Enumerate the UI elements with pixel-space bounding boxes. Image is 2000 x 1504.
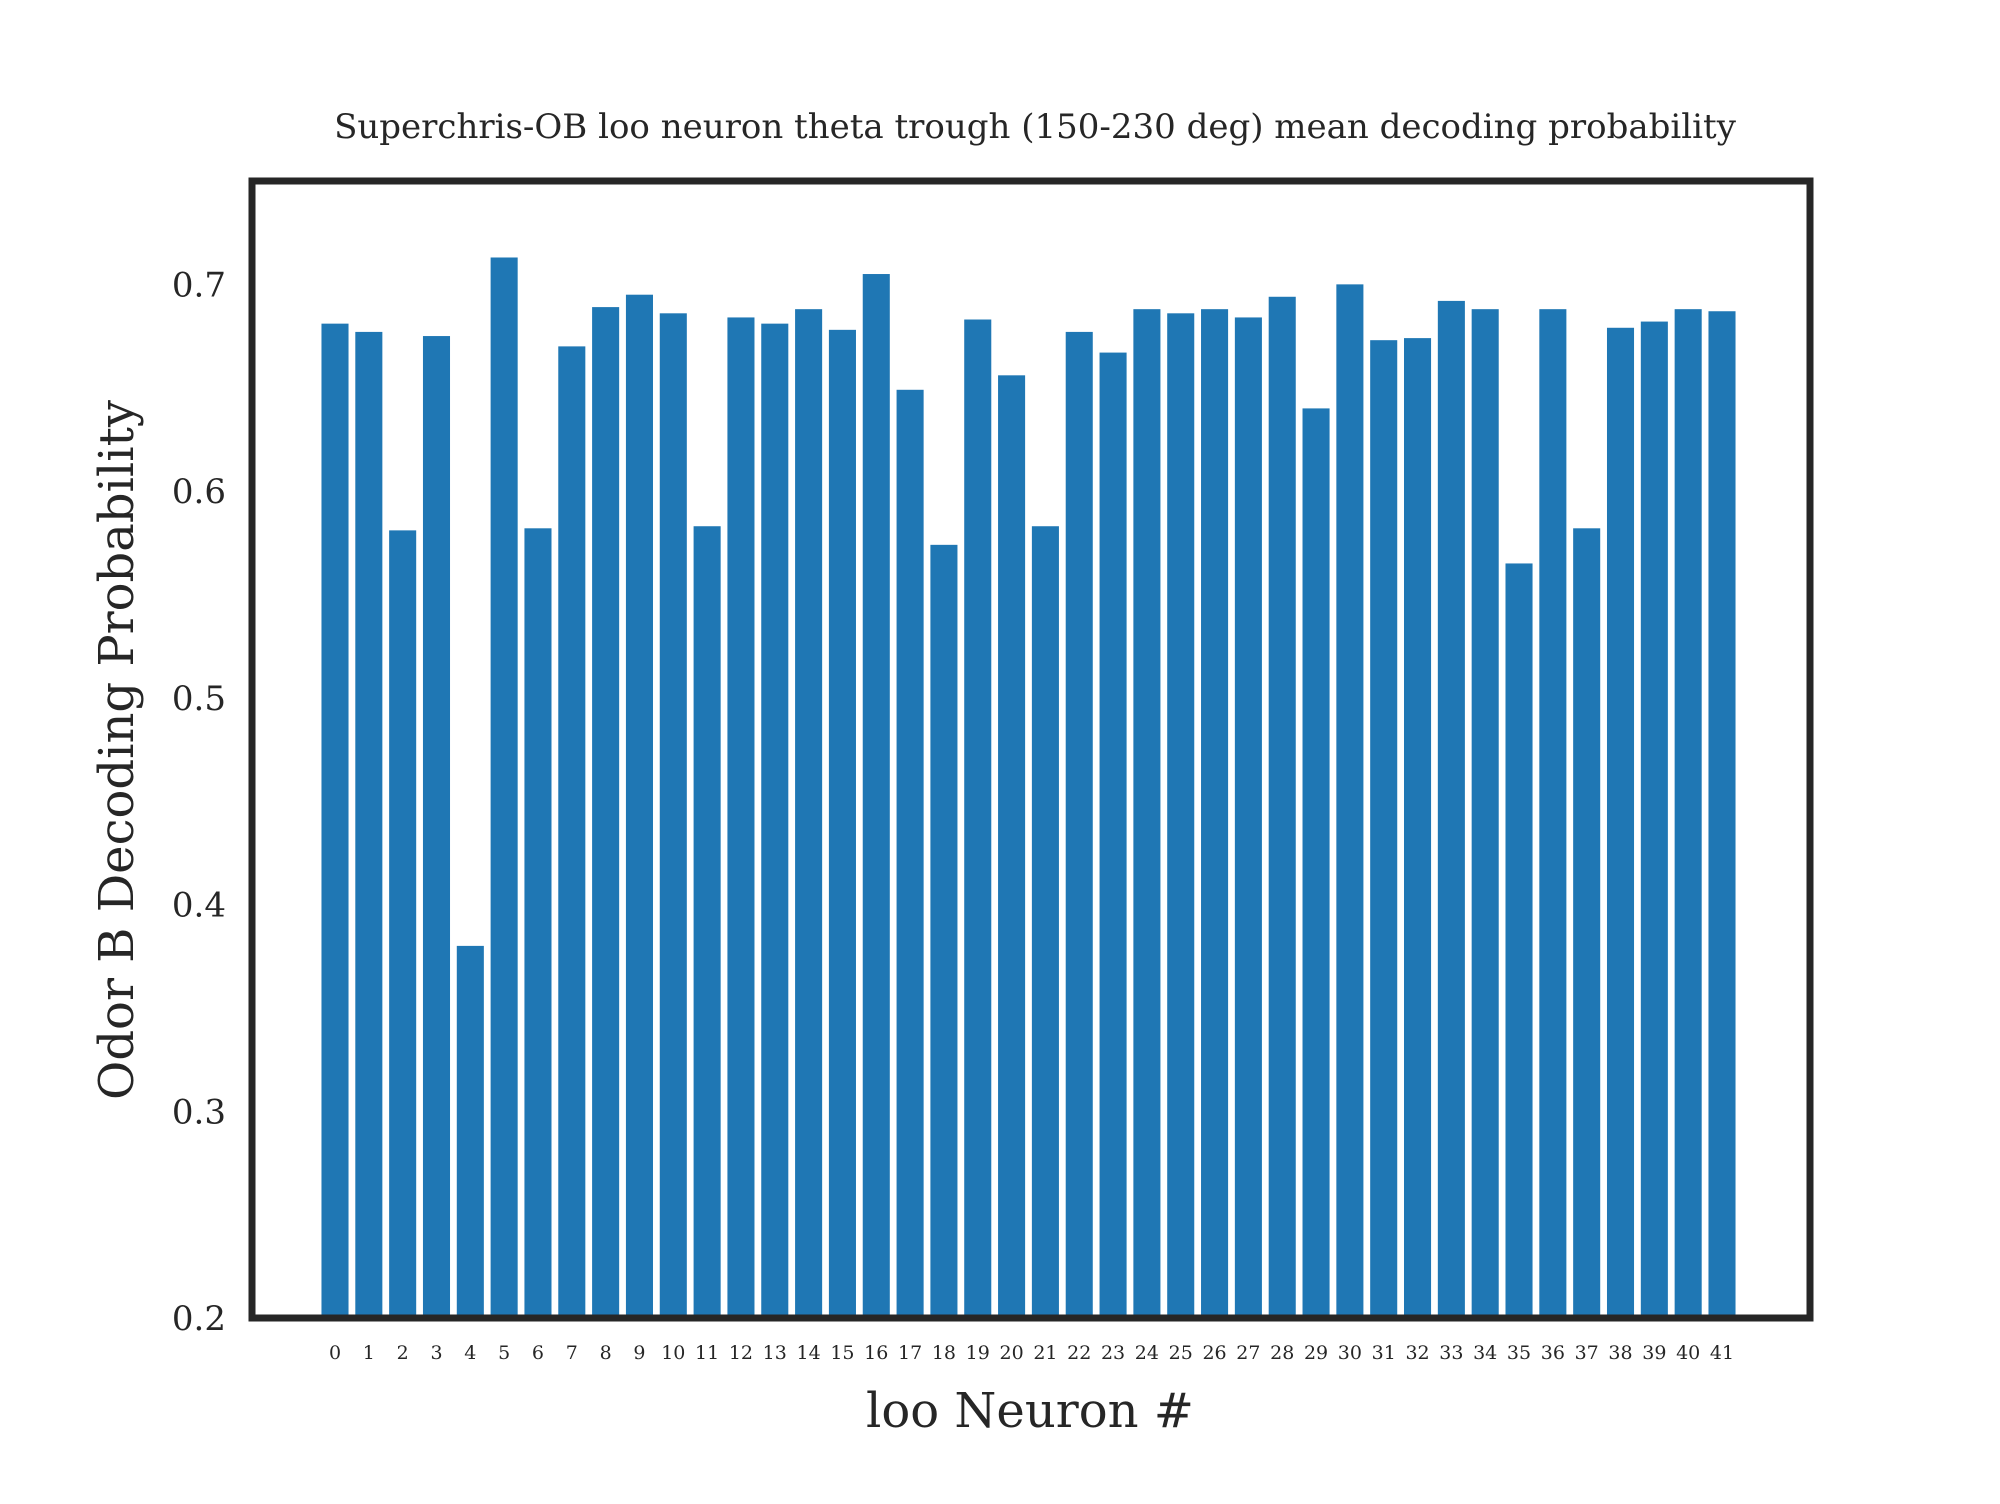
bar-15 [828, 329, 856, 1319]
bar-34 [1471, 309, 1499, 1318]
x-tick-label: 32 [1405, 1342, 1429, 1364]
x-tick-label: 40 [1676, 1342, 1700, 1364]
bar-41 [1708, 311, 1736, 1318]
plot-frame [248, 177, 1814, 1322]
bar-24 [1133, 309, 1161, 1318]
chart-title: Superchris-OB loo neuron theta trough (1… [334, 107, 1737, 147]
x-tick-label: 17 [898, 1342, 922, 1364]
bar-8 [592, 307, 620, 1319]
x-tick-label: 20 [999, 1342, 1023, 1364]
bar-11 [693, 526, 721, 1318]
x-tick-label: 15 [830, 1342, 854, 1364]
x-tick-label: 26 [1202, 1342, 1226, 1364]
x-tick-label: 19 [966, 1342, 990, 1364]
x-tick-label: 39 [1642, 1342, 1666, 1364]
bar-6 [524, 528, 552, 1318]
y-axis-label: Odor B Decoding Probability [89, 400, 145, 1100]
x-tick-label: 8 [600, 1342, 612, 1364]
bar-39 [1640, 321, 1668, 1318]
x-tick-label: 38 [1608, 1342, 1632, 1364]
bar-3 [422, 336, 451, 1318]
y-tick-label: 0.6 [172, 472, 226, 512]
x-tick-label: 35 [1507, 1342, 1531, 1364]
x-tick-label: 28 [1270, 1342, 1294, 1364]
bars-group [321, 257, 1736, 1319]
bar-37 [1573, 528, 1601, 1318]
y-axis-ticks: 0.2 0.3 0.4 0.5 0.6 0.7 [172, 265, 226, 1339]
bar-27 [1234, 317, 1262, 1318]
bar-31 [1370, 340, 1398, 1318]
x-tick-label: 36 [1541, 1342, 1565, 1364]
y-tick-label: 0.7 [172, 265, 226, 305]
bar-10 [659, 313, 687, 1318]
bar-1 [355, 331, 383, 1318]
bar-4 [456, 945, 484, 1318]
bar-30 [1336, 284, 1364, 1318]
bar-2 [389, 530, 417, 1318]
x-tick-label: 18 [932, 1342, 956, 1364]
x-tick-label: 10 [661, 1342, 685, 1364]
bar-13 [761, 323, 789, 1318]
bar-25 [1167, 313, 1195, 1318]
bar-12 [727, 317, 755, 1318]
y-tick-label: 0.4 [172, 886, 226, 926]
x-tick-label: 23 [1101, 1342, 1125, 1364]
x-axis-label: loo Neuron # [866, 1383, 1194, 1439]
x-tick-label: 2 [397, 1342, 409, 1364]
x-tick-label: 12 [729, 1342, 753, 1364]
bar-28 [1268, 296, 1296, 1318]
bar-16 [862, 274, 890, 1318]
x-tick-label: 9 [633, 1342, 645, 1364]
x-tick-label: 22 [1067, 1342, 1091, 1364]
bar-32 [1404, 338, 1432, 1318]
bar-23 [1099, 352, 1127, 1319]
x-tick-label: 41 [1710, 1342, 1734, 1364]
x-tick-label: 5 [498, 1342, 510, 1364]
x-tick-label: 37 [1575, 1342, 1599, 1364]
x-tick-label: 30 [1338, 1342, 1362, 1364]
x-tick-label: 24 [1135, 1342, 1159, 1364]
x-tick-label: 34 [1473, 1342, 1497, 1364]
x-tick-label: 0 [329, 1342, 341, 1364]
x-tick-label: 11 [695, 1342, 719, 1364]
x-tick-label: 33 [1439, 1342, 1463, 1364]
bar-0 [321, 323, 349, 1318]
bar-5 [490, 257, 518, 1318]
x-tick-label: 31 [1372, 1342, 1396, 1364]
bar-36 [1539, 309, 1567, 1318]
x-tick-label: 27 [1236, 1342, 1260, 1364]
bar-29 [1302, 408, 1330, 1318]
bar-7 [558, 346, 586, 1318]
bar-35 [1505, 563, 1533, 1318]
x-tick-label: 13 [763, 1342, 787, 1364]
x-tick-label: 21 [1033, 1342, 1057, 1364]
bar-22 [1065, 331, 1093, 1318]
x-tick-label: 6 [532, 1342, 544, 1364]
bar-19 [964, 319, 992, 1318]
x-tick-label: 16 [864, 1342, 888, 1364]
x-tick-label: 7 [566, 1342, 578, 1364]
bar-26 [1201, 309, 1229, 1318]
x-tick-label: 4 [464, 1342, 476, 1364]
bar-9 [625, 294, 653, 1318]
bar-21 [1031, 526, 1059, 1318]
bar-20 [998, 375, 1026, 1318]
y-tick-label: 0.2 [172, 1299, 226, 1339]
y-tick-label: 0.5 [172, 679, 226, 719]
bar-17 [896, 389, 924, 1318]
x-tick-label: 25 [1169, 1342, 1193, 1364]
x-axis-ticks: 0 1 2 3 4 5 6 7 8 9 10 11 12 13 14 15 16 17 18 19 20 21 22 23 24… [329, 1342, 1734, 1364]
bar-38 [1606, 327, 1635, 1318]
x-tick-label: 1 [363, 1342, 375, 1364]
x-tick-label: 29 [1304, 1342, 1328, 1364]
x-tick-label: 14 [797, 1342, 821, 1364]
bar-33 [1437, 300, 1465, 1318]
bar-40 [1674, 309, 1702, 1318]
y-tick-label: 0.3 [172, 1092, 226, 1132]
bar-18 [930, 544, 958, 1318]
bar-14 [795, 309, 823, 1318]
x-tick-label: 3 [430, 1342, 442, 1364]
